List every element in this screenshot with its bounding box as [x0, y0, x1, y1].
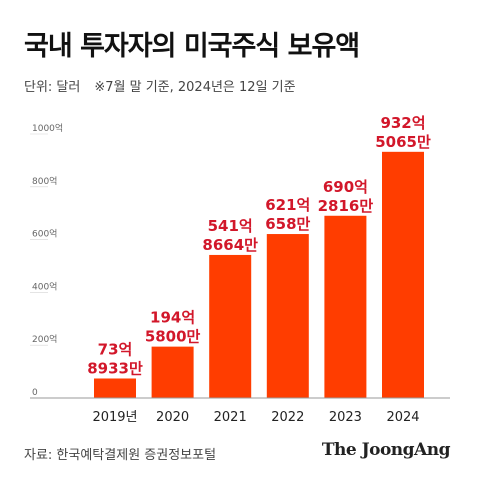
y-tick-label: 600억: [32, 228, 57, 240]
x-category-label: 2020: [156, 410, 189, 425]
bar-value-label: 8664만: [202, 236, 258, 254]
y-tick-label: 400억: [32, 280, 57, 292]
bar-value-label: 932억: [380, 114, 425, 132]
x-category-label: 2021: [214, 410, 247, 425]
bar-value-label: 658만: [265, 215, 310, 233]
bar: [382, 151, 424, 398]
bar: [94, 378, 136, 398]
bar-value-label: 690억: [323, 178, 368, 196]
y-tick-label: 800억: [32, 175, 57, 187]
bar-value-label: 194억: [150, 309, 195, 327]
x-category-label: 2024: [386, 410, 419, 425]
x-category-label: 2019년: [92, 410, 137, 425]
x-category-label: 2023: [329, 410, 362, 425]
bar-value-label: 5800만: [145, 328, 201, 346]
x-category-label: 2022: [271, 410, 304, 425]
y-tick-label: 200억: [32, 333, 57, 345]
y-tick-label: 1000억: [32, 122, 63, 134]
bar: [266, 234, 309, 398]
chart-title: 국내 투자자의 미국주식 보유액: [24, 31, 360, 62]
brand-logo: The JoongAng: [321, 440, 451, 460]
bar: [209, 254, 252, 398]
bar: [151, 346, 194, 398]
bar-value-label: 73억: [98, 340, 133, 358]
bar-value-label: 5065만: [375, 133, 431, 151]
date-note: ※7월 말 기준, 2024년은 12일 기준: [94, 80, 296, 95]
unit-label: 단위: 달러: [24, 80, 81, 95]
source-text: 자료: 한국예탁결제원 증권정보포털: [24, 448, 217, 463]
bar-value-label: 8933만: [87, 359, 143, 377]
y-tick-label: 0: [32, 388, 38, 398]
bar-value-label: 2816만: [318, 197, 374, 215]
bar-value-label: 621억: [265, 196, 310, 214]
bar-value-label: 541억: [208, 217, 253, 235]
bar: [324, 215, 367, 398]
chart-subtitle: 단위: 달러 ※7월 말 기준, 2024년은 12일 기준: [24, 76, 296, 95]
